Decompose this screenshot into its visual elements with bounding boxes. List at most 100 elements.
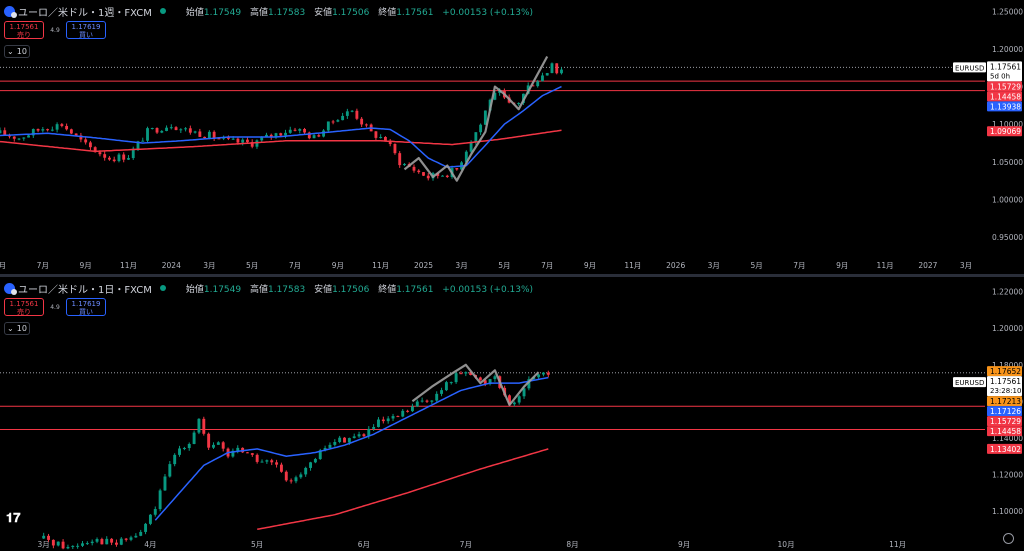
weekly-legend: ユーロ／米ドル・1週・FXCM 始値1.17549 高値1.17583 安値1.… [4,4,534,19]
x-tick-label: 9月 [80,261,92,270]
pane-divider[interactable] [0,274,1024,277]
weekly-chart[interactable]: 1.250001.200001.150001.100001.050001.000… [0,0,1024,274]
candle-body [284,471,288,481]
symbol-title[interactable]: ユーロ／米ドル・1日・FXCM [18,284,152,296]
candle-body [241,139,245,143]
candle-body [422,172,425,176]
candle-body [377,419,380,427]
sell-button[interactable]: 1.17561 売り [4,298,44,316]
candle-body [391,416,395,419]
x-tick-label: 2027 [918,261,937,270]
candle-body [347,438,351,443]
x-tick-label: 5月 [251,540,263,549]
candle-body [36,129,40,131]
price-label-text: 1.17561 [990,377,1021,386]
daily-chart-pane[interactable]: 1.220001.200001.180001.160001.140001.120… [0,277,1024,551]
symbol-title[interactable]: ユーロ／米ドル・1週・FXCM [18,7,152,19]
candle-body [93,147,97,153]
indicators-toggle[interactable]: ⌄ 10 [4,322,30,335]
x-tick-label: 11月 [877,261,894,270]
candle-body [110,538,114,543]
candle-body [270,460,274,463]
candle-body [541,372,545,375]
y-tick-label: 1.10000 [992,120,1023,129]
change-value: +0.00153 (+0.13%) [442,284,534,295]
candle-body [401,410,405,417]
candle-body [216,442,220,445]
sell-label: 売り [17,31,31,39]
candle-body [441,175,444,177]
x-tick-label: 9月 [678,540,690,549]
x-tick-label: 2026 [666,261,685,270]
candle-body [469,141,473,152]
price-label-background [987,426,1022,437]
x-tick-label: 3月 [960,261,972,270]
candle-body [207,433,211,448]
y-tick-label: 1.10000 [992,507,1023,516]
price-axis-label: 1.17652 [987,366,1022,377]
x-tick-label: 11月 [372,261,389,270]
candle-body [51,539,55,546]
candle-body [488,379,492,385]
candle-body [294,477,298,482]
candle-body [449,382,453,384]
open-label: 始値 [185,284,204,295]
candle-body [260,461,264,463]
weekly-chart-pane[interactable]: 1.250001.200001.150001.100001.050001.000… [0,0,1024,274]
candle-body [231,450,235,457]
candle-body [410,406,414,412]
candle-body [483,380,487,385]
gear-icon[interactable] [1003,533,1014,544]
x-tick-label: 3月 [708,261,720,270]
price-label-background [987,416,1022,427]
candle-body [333,442,337,445]
candle-body [79,135,83,140]
buy-button[interactable]: 1.17619 買い [66,298,106,316]
candle-body [255,454,259,462]
indicators-toggle[interactable]: ⌄ 10 [4,45,30,58]
x-tick-label: 11月 [624,261,641,270]
symbol-tag-background [953,377,986,388]
candle-body [178,448,181,455]
candle-body [415,401,419,407]
close-label: 終値 [378,284,397,295]
y-tick-label: 1.00000 [992,196,1023,205]
candle-body [307,132,311,139]
y-tick-label: 1.14000 [992,434,1023,443]
candle-body [420,400,424,402]
candle-body [148,514,152,524]
candle-body [357,434,361,437]
candle-body [221,442,225,449]
candle-body [250,453,254,455]
eurusd-flag-icon [4,5,17,18]
daily-chart[interactable]: 1.220001.200001.180001.160001.140001.120… [0,277,1024,551]
candle-body [560,69,563,74]
open-label: 始値 [185,7,204,18]
candle-body [508,395,511,405]
y-tick-label: 0.95000 [992,233,1023,242]
tradingview-logo-icon[interactable]: 𝟏𝟕 [6,511,21,526]
sell-button[interactable]: 1.17561 売り [4,21,44,39]
candle-body [478,377,482,381]
buy-price: 1.17619 [71,23,101,31]
candle-body [426,175,430,179]
candle-body [160,130,164,133]
candle-body [393,143,397,154]
buy-button[interactable]: 1.17619 買い [66,21,106,39]
candle-body [173,454,177,465]
high-value: 1.17583 [267,284,306,295]
candle-body [522,388,526,397]
candle-body [269,134,273,137]
x-tick-label: 11月 [120,261,137,270]
candle-body [17,138,21,140]
candle-body [459,373,463,375]
x-tick-label: 5月 [498,261,510,270]
ohlc-values: 始値1.17549 高値1.17583 安値1.17506 終値1.17561 … [180,282,533,295]
candle-body [341,115,345,121]
candle-body [168,464,172,477]
countdown-label-text: 23:28:10 [990,387,1021,395]
candle-body [131,148,135,159]
change-value: +0.00153 (+0.13%) [442,7,534,18]
candle-body [550,63,554,74]
symbol-tag-text: EURUSD [955,64,984,72]
